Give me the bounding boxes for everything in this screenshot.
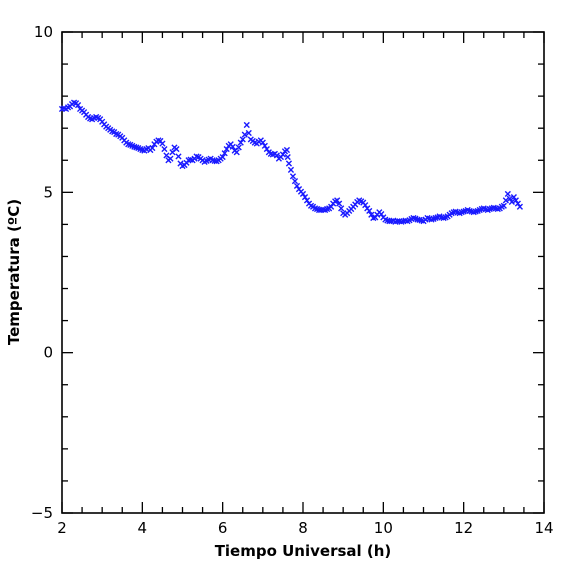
x-tick-label: 8 (298, 519, 308, 537)
data-point (338, 205, 345, 212)
x-tick-label: 2 (57, 519, 67, 537)
data-points (58, 99, 523, 225)
data-point (284, 153, 291, 161)
data-point (221, 150, 228, 157)
data-point (261, 142, 268, 149)
data-point (336, 200, 343, 207)
data-point (299, 190, 307, 198)
data-point (502, 197, 509, 204)
data-point (237, 139, 244, 146)
x-axis-label: Tiempo Universal (h) (215, 542, 392, 560)
data-point (273, 152, 280, 159)
data-point (500, 202, 507, 209)
data-point (161, 145, 168, 153)
data-point (74, 102, 82, 109)
data-point (149, 144, 156, 152)
plot-frame (61, 31, 545, 514)
y-axis-label: Temperatura (ºC) (5, 199, 23, 345)
data-point (159, 140, 166, 147)
data-point (243, 121, 250, 129)
y-tick-label: 0 (43, 344, 53, 362)
x-tick-label: 10 (374, 519, 393, 537)
data-point (516, 203, 523, 210)
data-point (223, 145, 230, 153)
data-point (241, 131, 248, 138)
y-tick-label: −5 (31, 504, 53, 522)
data-point (366, 207, 373, 215)
data-point (229, 143, 236, 150)
data-point (303, 197, 311, 204)
data-point (508, 198, 515, 206)
data-point (167, 155, 174, 162)
data-point (510, 194, 517, 201)
data-point (514, 200, 521, 207)
x-tick-label: 4 (138, 519, 148, 537)
y-tick-label: 5 (43, 183, 53, 201)
data-point (175, 153, 182, 160)
axis-ticks (61, 31, 545, 514)
y-tick-label: 10 (34, 23, 53, 41)
data-point (362, 202, 369, 209)
data-point (263, 145, 270, 153)
data-point (378, 211, 385, 218)
data-point (239, 136, 246, 143)
data-point (293, 182, 301, 190)
data-point (259, 139, 266, 146)
data-point (245, 129, 252, 137)
x-tick-label: 12 (454, 519, 473, 537)
data-point (291, 178, 299, 185)
data-point (219, 153, 226, 161)
data-point (287, 166, 295, 173)
data-point (368, 211, 375, 218)
data-point (334, 197, 341, 204)
data-point (506, 195, 513, 202)
data-point (504, 190, 511, 198)
x-tick-label: 14 (534, 519, 553, 537)
data-point (285, 160, 293, 167)
axis-tick-labels: 2 4 6 8 10 12 14 −5 0 5 10 (31, 23, 554, 537)
data-point (289, 173, 297, 180)
data-point (173, 145, 180, 153)
x-tick-label: 6 (218, 519, 228, 537)
data-point (233, 149, 240, 156)
data-point (328, 203, 335, 210)
data-point (235, 144, 242, 151)
data-point (512, 197, 519, 204)
data-point (283, 146, 291, 154)
data-point (301, 194, 309, 201)
